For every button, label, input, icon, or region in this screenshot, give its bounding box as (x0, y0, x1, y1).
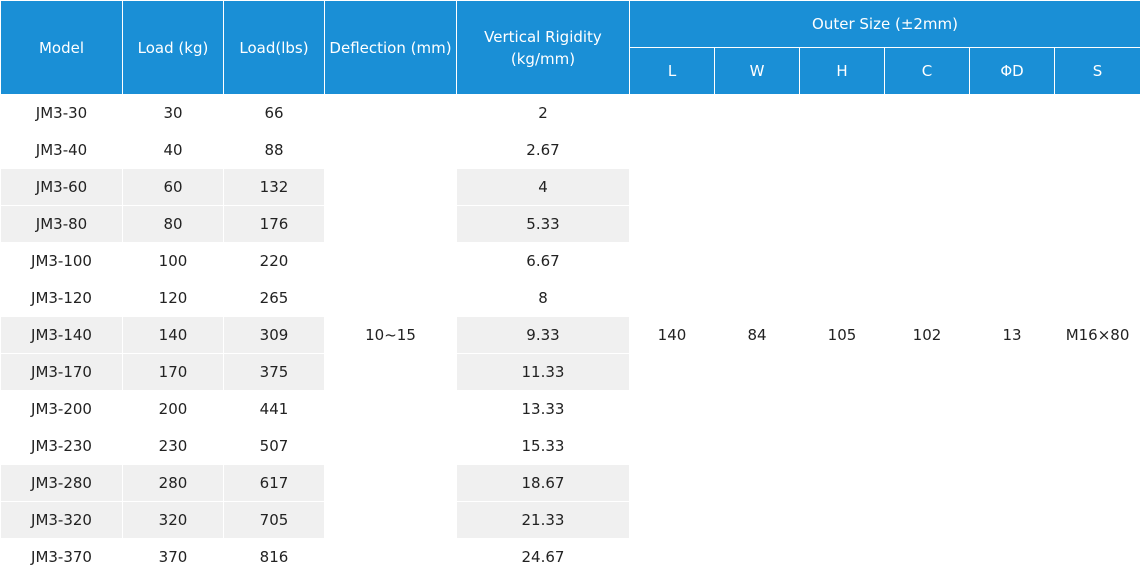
cell-rigidity: 24.67 (456, 538, 630, 576)
cell-rigidity: 2.67 (456, 131, 630, 169)
cell-load-kg: 120 (122, 279, 224, 317)
cell-model: JM3-230 (0, 427, 123, 465)
cell-load-kg: 280 (122, 464, 224, 502)
header-rigidity-line2: (kg/mm) (510, 49, 576, 68)
cell-rigidity: 15.33 (456, 427, 630, 465)
cell-load-kg: 230 (122, 427, 224, 465)
table-row: JM3-30 30 66 10~15 2 140 84 105 102 13 M… (0, 94, 1140, 576)
cell-rigidity: 8 (456, 279, 630, 317)
cell-load-kg: 320 (122, 501, 224, 539)
header-load-lbs: Load(lbs) (223, 0, 325, 95)
header-h: H (799, 47, 885, 95)
cell-model: JM3-370 (0, 538, 123, 576)
cell-load-lbs: 816 (223, 538, 325, 576)
cell-rigidity: 21.33 (456, 501, 630, 539)
header-vertical-rigidity: Vertical Rigidity (kg/mm) (456, 0, 630, 95)
cell-load-lbs: 88 (223, 131, 325, 169)
cell-rigidity: 13.33 (456, 390, 630, 428)
cell-load-kg: 140 (122, 316, 224, 354)
table-row: JM3-170 170 375 11.33 (0, 353, 1140, 391)
cell-rigidity: 6.67 (456, 242, 630, 280)
cell-model: JM3-40 (0, 131, 123, 169)
header-model: Model (0, 0, 123, 95)
cell-rigidity: 18.67 (456, 464, 630, 502)
cell-load-kg: 80 (122, 205, 224, 243)
cell-load-lbs: 705 (223, 501, 325, 539)
table-row: JM3-370 370 816 24.67 (0, 538, 1140, 576)
cell-load-kg: 200 (122, 390, 224, 428)
cell-load-kg: 100 (122, 242, 224, 280)
cell-model: JM3-200 (0, 390, 123, 428)
cell-load-lbs: 265 (223, 279, 325, 317)
header-c: C (884, 47, 970, 95)
cell-load-kg: 40 (122, 131, 224, 169)
cell-rigidity: 11.33 (456, 353, 630, 391)
header-deflection: Deflection (mm) (324, 0, 457, 95)
cell-deflection: 10~15 (324, 94, 457, 576)
cell-load-kg: 30 (122, 94, 224, 132)
cell-rigidity: 9.33 (456, 316, 630, 354)
cell-rigidity: 5.33 (456, 205, 630, 243)
cell-load-kg: 370 (122, 538, 224, 576)
cell-model: JM3-80 (0, 205, 123, 243)
table-row: JM3-40 40 88 2.67 (0, 131, 1140, 169)
cell-model: JM3-320 (0, 501, 123, 539)
cell-d: 13 (969, 94, 1055, 576)
table-row: JM3-280 280 617 18.67 (0, 464, 1140, 502)
cell-l: 140 (629, 94, 715, 576)
cell-rigidity: 2 (456, 94, 630, 132)
cell-model: JM3-120 (0, 279, 123, 317)
table-row: JM3-320 320 705 21.33 (0, 501, 1140, 539)
header-rigidity-line1: Vertical Rigidity (484, 27, 602, 46)
header-l: L (629, 47, 715, 95)
cell-load-lbs: 507 (223, 427, 325, 465)
cell-model: JM3-140 (0, 316, 123, 354)
cell-load-lbs: 132 (223, 168, 325, 206)
header-w: W (714, 47, 800, 95)
cell-model: JM3-30 (0, 94, 123, 132)
header-outer-size: Outer Size (±2mm) (628, 0, 1140, 48)
cell-model: JM3-280 (0, 464, 123, 502)
table-row: JM3-80 80 176 5.33 (0, 205, 1140, 243)
header-load-kg: Load (kg) (122, 0, 224, 95)
cell-model: JM3-100 (0, 242, 123, 280)
cell-rigidity: 4 (456, 168, 630, 206)
cell-load-lbs: 375 (223, 353, 325, 391)
cell-load-lbs: 220 (223, 242, 325, 280)
cell-load-lbs: 66 (223, 94, 325, 132)
table-row: JM3-100 100 220 6.67 (0, 242, 1140, 280)
cell-load-kg: 60 (122, 168, 224, 206)
cell-h: 105 (799, 94, 885, 576)
cell-model: JM3-170 (0, 353, 123, 391)
cell-c: 102 (884, 94, 970, 576)
cell-load-kg: 170 (122, 353, 224, 391)
cell-w: 84 (714, 94, 800, 576)
header-d: ΦD (969, 47, 1055, 95)
cell-load-lbs: 176 (223, 205, 325, 243)
cell-load-lbs: 441 (223, 390, 325, 428)
cell-load-lbs: 309 (223, 316, 325, 354)
table-row: JM3-200 200 441 13.33 (0, 390, 1140, 428)
cell-model: JM3-60 (0, 168, 123, 206)
cell-load-lbs: 617 (223, 464, 325, 502)
cell-s: M16×80 (1053, 94, 1140, 576)
table-row: JM3-140 140 309 9.33 (0, 316, 1140, 354)
header-s: S (1053, 47, 1140, 95)
table-row: JM3-60 60 132 4 (0, 168, 1140, 206)
